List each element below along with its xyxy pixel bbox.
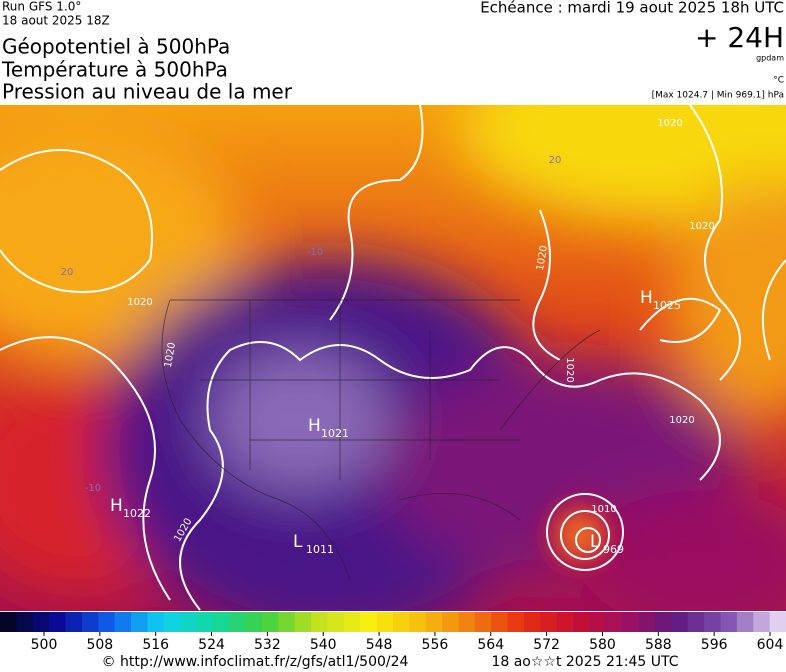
lead-time: + 24H <box>695 21 784 54</box>
isobar-label: 1020 <box>163 342 178 369</box>
center-value: 969 <box>603 543 624 556</box>
colorbar-tick-label: 564 <box>477 637 504 653</box>
colorbar-tick-label: 588 <box>645 637 672 653</box>
colorbar-tick-label: 532 <box>254 637 281 653</box>
colorbar-cell <box>98 612 116 632</box>
colorbar-cell <box>147 612 165 632</box>
map <box>0 105 786 611</box>
colorbar-cell <box>605 612 623 632</box>
temperature-label: -10 <box>85 483 101 494</box>
isobar-label: 1010 <box>591 504 616 515</box>
colorbar-cell <box>769 612 786 632</box>
init-label: 18 aout 2025 18Z <box>2 14 110 28</box>
colorbar-cell <box>573 612 590 632</box>
colorbar-cell <box>540 612 558 632</box>
center-value: 1021 <box>321 427 349 440</box>
colorbar-cell <box>131 612 148 632</box>
isobar-label: 1020 <box>669 415 694 426</box>
colorbar-tick-label: 572 <box>533 637 560 653</box>
colorbar-cell <box>474 612 492 632</box>
center-value: 1025 <box>653 299 681 312</box>
title: Pression au niveau de la mer <box>2 80 293 104</box>
colorbar-cell <box>393 612 410 632</box>
colorbar-cell <box>491 612 509 632</box>
footer-source: © http://www.infoclimat.fr/z/gfs/atl1/50… <box>102 654 409 670</box>
colorbar-tick-label: 596 <box>701 637 728 653</box>
unit-label: gpdam <box>756 54 784 63</box>
footer-time: 18 ao☆☆t 2025 21:45 UTC <box>491 654 678 670</box>
colorbar-cell <box>425 612 443 632</box>
colorbar-cell <box>524 612 541 632</box>
colorbar-cell <box>753 612 771 632</box>
colorbar-cell <box>327 612 345 632</box>
temperature-label: 20 <box>549 155 562 166</box>
colorbar-tick-label: 548 <box>366 637 393 653</box>
valid-time: Echéance : mardi 19 aout 2025 18h UTC <box>480 0 784 17</box>
colorbar-cell <box>376 612 394 632</box>
colorbar-cell <box>736 612 754 632</box>
temperature-label: -10 <box>307 247 323 258</box>
colorbar-cell <box>638 612 656 632</box>
colorbar-cell <box>458 612 476 632</box>
extremes: [Max 1024.7 | Min 969.1] hPa <box>652 91 784 101</box>
colorbar-cell <box>655 612 672 632</box>
colorbar-cell <box>16 612 34 632</box>
colorbar-cell <box>229 612 247 632</box>
colorbar-tick-label: 580 <box>589 637 616 653</box>
colorbar-cell <box>196 612 214 632</box>
colorbar-cell <box>163 612 181 632</box>
colorbar-cell <box>343 612 361 632</box>
colorbar-cell <box>311 612 328 632</box>
colorbar-cell <box>81 612 99 632</box>
temperature-label: 20 <box>61 267 74 278</box>
colorbar-cell <box>556 612 574 632</box>
colorbar-tick-label: 516 <box>142 637 169 653</box>
colorbar-cell <box>622 612 640 632</box>
colorbar-cell <box>114 612 132 632</box>
colorbar-tick-label: 604 <box>757 637 784 653</box>
colorbar-cell <box>212 612 230 632</box>
colorbar-cell <box>32 612 50 632</box>
unit-label: °C <box>773 76 784 86</box>
colorbar-cell <box>245 612 263 632</box>
colorbar-tick-label: 524 <box>198 637 225 653</box>
colorbar-cell <box>180 612 197 632</box>
colorbar-cell <box>442 612 459 632</box>
colorbar-cell <box>49 612 66 632</box>
colorbar-cell <box>294 612 312 632</box>
colorbar-tick-label: 508 <box>86 637 113 653</box>
colorbar-cell <box>687 612 705 632</box>
center-letter: H <box>110 496 123 516</box>
colorbar-cell <box>720 612 738 632</box>
colorbar-tick-label: 556 <box>422 637 449 653</box>
isobar-label: 1020 <box>689 221 714 232</box>
isobar-label: 1020 <box>127 297 152 308</box>
colorbar-cell <box>507 612 525 632</box>
colorbar-cell <box>409 612 427 632</box>
colorbar-cell <box>704 612 721 632</box>
colorbar-cell <box>671 612 689 632</box>
title: Géopotentiel à 500hPa <box>2 35 230 59</box>
center-value: 1011 <box>306 543 334 556</box>
colorbar-tick-label: 540 <box>310 637 337 653</box>
colorbar-cell <box>589 612 607 632</box>
center-value: 1022 <box>123 507 151 520</box>
colorbar-cell <box>278 612 296 632</box>
isobar-label: 1020 <box>657 118 682 129</box>
run-label: Run GFS 1.0° <box>2 0 81 14</box>
isobar-label: 1020 <box>535 245 550 272</box>
center-letter: H <box>308 416 321 436</box>
colorbar-cell <box>65 612 83 632</box>
center-letter: L <box>590 532 600 552</box>
colorbar-cell <box>262 612 279 632</box>
colorbar-cell <box>360 612 378 632</box>
colorbar-tick-label: 500 <box>31 637 58 653</box>
colorbar-cell <box>0 612 17 632</box>
center-letter: L <box>293 532 303 552</box>
title: Température à 500hPa <box>1 58 228 82</box>
center-letter: H <box>640 288 653 308</box>
isobar-label: 1020 <box>564 357 575 382</box>
